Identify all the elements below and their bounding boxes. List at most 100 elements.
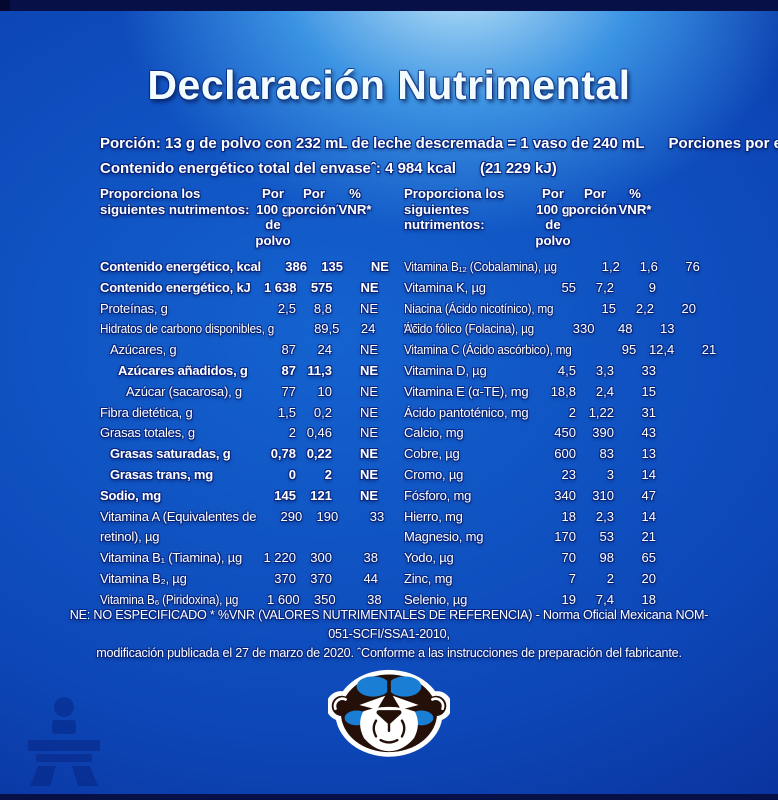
value-per-portion: 2 <box>606 570 614 586</box>
column-header-portion: Por porciónˆ <box>568 186 622 217</box>
nutrient-label: Fósforo, mg <box>404 487 472 503</box>
nutrient-label: Calcio, mg <box>404 425 464 441</box>
footnote: NE: NO ESPECIFICADO * %VNR (VALORES NUTR… <box>60 606 718 663</box>
nutrient-label: Grasas saturadas, g <box>110 446 231 462</box>
table-row: Cobre, µg 600 83 13 <box>404 444 678 465</box>
value-vnr-percent: 33 <box>369 508 385 524</box>
top-border-strip <box>0 0 778 11</box>
nutrient-label: Azúcares, g <box>110 342 177 358</box>
value-per-100g: 600 <box>554 446 576 462</box>
table-row: Vitamina E (α-TE), mg 18,8 2,4 15 <box>404 382 678 403</box>
value-vnr-percent: NE <box>359 446 378 462</box>
footnote-line-2: modificación publicada el 27 de marzo de… <box>96 646 682 660</box>
value-vnr-percent: 13 <box>641 446 656 462</box>
nutrient-label: Zinc, mg <box>404 570 453 586</box>
value-vnr-percent: 9 <box>648 279 656 295</box>
value-vnr-percent: 47 <box>641 487 656 503</box>
table-row: Grasas saturadas, g 0,78 0,22 NE <box>100 444 378 465</box>
value-per-100g: 1 638 <box>263 279 297 295</box>
nutrient-label: Yodo, µg <box>404 550 454 566</box>
value-per-portion: 575 <box>310 279 333 295</box>
value-per-100g: 4,5 <box>557 362 576 378</box>
table-row: Contenido energético, kJ 1 638 575 NE <box>100 278 379 299</box>
value-vnr-percent: 33 <box>641 362 656 378</box>
table-row: Vitamina K, µg 55 7,2 9 <box>404 278 678 299</box>
nutrient-label: Magnesio, mg <box>404 529 484 545</box>
energy-line: Contenido energético total del envaseˆ: … <box>100 156 700 181</box>
value-per-100g: 340 <box>554 487 576 503</box>
value-per-100g: 330 <box>572 321 595 337</box>
value-per-100g: 1 220 <box>263 550 296 566</box>
nutrient-label: Vitamina A (Equivalentes de retinol), µg <box>100 508 257 545</box>
value-vnr-percent: 31 <box>641 404 656 420</box>
value-per-portion: 48 <box>617 321 633 337</box>
nutrient-label: Fibra dietética, g <box>100 404 193 420</box>
column-header-vnr: % VNR* <box>618 186 652 217</box>
serving-info: Porción: 13 g de polvo con 232 mL de lec… <box>100 131 778 181</box>
column-header-nutrients: Proporciona los siguientes nutrimentos: <box>404 186 505 232</box>
energy-label: Contenido energético total del envaseˆ: <box>100 160 381 177</box>
table-row: Vitamina C (Ácido ascórbico), mg 95 12,4 21 <box>404 340 716 361</box>
portion-line: Porción: 13 g de polvo con 232 mL de lec… <box>100 131 778 156</box>
table-row: Niacina (Ácido nicotínico), mg 15 2,2 20 <box>404 299 696 320</box>
table-row: Azúcar (sacarosa), g 77 10 NE <box>100 382 378 403</box>
table-header-left: Proporciona los siguientes nutrimentos: … <box>100 186 378 248</box>
value-per-portion: 310 <box>592 487 614 503</box>
nutrient-label: Niacina (Ácido nicotínico), mg <box>404 300 554 316</box>
nutrient-label: Vitamina E (α-TE), mg <box>404 383 529 399</box>
column-header-per100g: Por 100 g de polvo <box>535 186 571 248</box>
value-vnr-percent: NE <box>359 404 378 420</box>
nutrient-label: Vitamina B₁₂ (Cobalamina), µg <box>404 259 557 274</box>
value-per-100g: 18 <box>561 508 576 524</box>
energy-kj: (21 229 kJ) <box>479 160 557 177</box>
value-vnr-percent: NE <box>359 425 378 441</box>
nutrient-label: Ácido pantoténico, mg <box>404 404 529 420</box>
value-per-100g: 7 <box>568 570 576 586</box>
value-per-portion: 12,4 <box>648 342 675 358</box>
value-per-portion: 190 <box>316 508 339 524</box>
nutrient-label: Selenio, µg <box>404 591 468 607</box>
nutrient-label: Cromo, µg <box>404 466 464 482</box>
bear-mascot-icon <box>328 669 450 757</box>
nutrient-table-left: Proporciona los siguientes nutrimentos: … <box>100 186 421 611</box>
value-per-portion: 2,4 <box>595 383 614 399</box>
value-per-portion: 135 <box>321 259 343 274</box>
table-row: Vitamina B₁ (Tiamina), µg 1 220 300 38 <box>100 548 378 569</box>
value-vnr-percent: 38 <box>367 591 382 607</box>
value-per-portion: 7,4 <box>595 591 614 607</box>
table-rows-right: Vitamina B₁₂ (Cobalamina), µg 1,2 1,6 76 Vit… <box>404 257 716 611</box>
value-per-portion: 0,46 <box>306 425 332 441</box>
value-per-100g: 386 <box>285 259 307 274</box>
value-vnr-percent: 15 <box>641 383 656 399</box>
bottom-border-strip <box>0 794 778 800</box>
value-per-100g: 1,2 <box>601 259 620 274</box>
value-per-portion: 2,2 <box>635 300 654 316</box>
value-per-100g: 2 <box>288 425 296 441</box>
value-per-100g: 170 <box>554 529 576 545</box>
value-vnr-percent: 13 <box>659 321 675 337</box>
nutrient-table-right: Proporciona los siguientes nutrimentos: … <box>404 186 716 611</box>
value-vnr-percent: 21 <box>641 529 656 545</box>
portion-text: 13 g de polvo con 232 mL de leche descre… <box>165 135 645 152</box>
value-per-100g: 1 600 <box>267 591 300 607</box>
table-row: Vitamina A (Equivalentes de retinol), µg… <box>100 507 384 549</box>
value-vnr-percent: 76 <box>685 259 700 274</box>
nutrient-label: Proteínas, g <box>100 300 168 316</box>
value-per-portion: 3 <box>606 466 614 482</box>
table-row: Contenido energético, kcal 386 135 NE <box>100 257 389 278</box>
value-vnr-percent: NE <box>359 383 378 399</box>
value-vnr-percent: 14 <box>641 466 656 482</box>
value-vnr-percent: NE <box>359 487 378 503</box>
value-per-100g: 2 <box>568 404 576 420</box>
nutrient-tables: Proporciona los siguientes nutrimentos: … <box>100 186 716 611</box>
column-header-portion: Por porciónˆ <box>287 186 341 217</box>
column-header-nutrients: Proporciona los siguientes nutrimentos: <box>100 186 250 217</box>
table-row: Proteínas, g 2,5 8,8 NE <box>100 299 378 320</box>
nutrient-label: Ácido fólico (Folacina), µg <box>404 321 534 337</box>
nutrient-label: Vitamina D, µg <box>404 362 487 378</box>
value-vnr-percent: NE <box>370 259 389 274</box>
value-per-portion: 10 <box>317 383 332 399</box>
value-per-100g: 95 <box>621 342 637 358</box>
nutrient-label: Vitamina B₂, µg <box>100 570 187 586</box>
